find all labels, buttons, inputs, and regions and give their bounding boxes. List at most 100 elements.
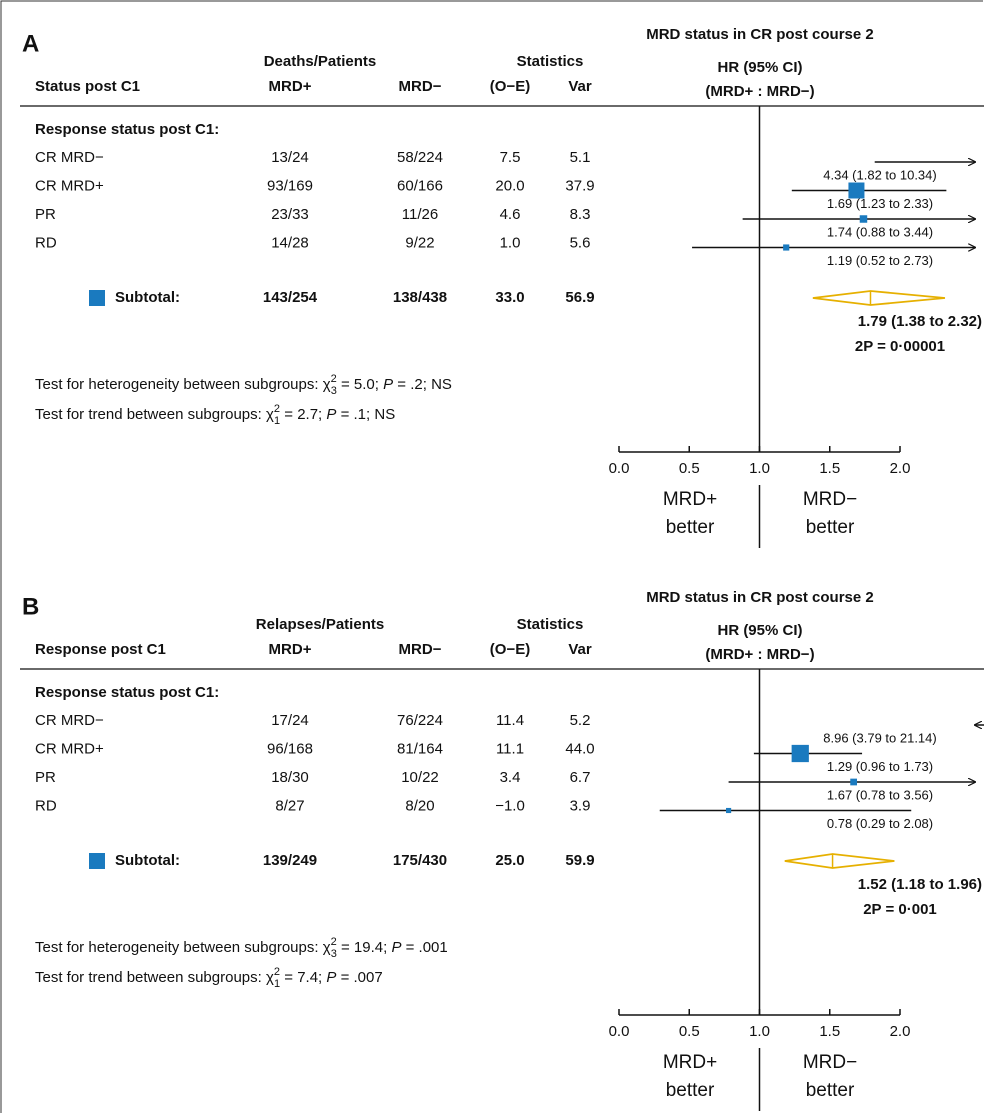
- group-header: Relapses/Patients: [256, 616, 384, 633]
- cell: 1.0: [500, 234, 521, 251]
- cell: 3.9: [570, 797, 591, 814]
- hr-label: 1.19 (0.52 to 2.73): [827, 253, 933, 268]
- cell: 96/168: [267, 740, 313, 757]
- column-header: Var: [568, 78, 592, 95]
- hr-label: 0.78 (0.29 to 2.08): [827, 816, 933, 831]
- favor-left: MRD+: [663, 1052, 717, 1073]
- cell: 6.7: [570, 769, 591, 786]
- cell: 11.4: [496, 712, 524, 729]
- row-label: CR MRD−: [35, 149, 104, 166]
- column-header: Response post C1: [35, 641, 166, 658]
- panel-letter: A: [22, 30, 39, 57]
- cell: 93/169: [267, 177, 313, 194]
- panel-title: MRD status in CR post course 2: [646, 26, 874, 43]
- favor-left: better: [666, 1080, 715, 1101]
- hr-header: HR (95% CI): [717, 622, 802, 639]
- test-part: χ: [266, 406, 274, 423]
- cell: 17/24: [271, 712, 309, 729]
- test-part: = 19.4;: [337, 939, 392, 956]
- cell: 8/20: [405, 797, 434, 814]
- column-header: Status post C1: [35, 78, 140, 95]
- hr-label: 1.69 (1.23 to 2.33): [827, 196, 933, 211]
- test-part: Test for heterogeneity between subgroups…: [35, 939, 323, 956]
- hr-square: [791, 744, 809, 763]
- test-part: 3: [331, 385, 337, 397]
- panel-letter: B: [22, 593, 39, 620]
- test-line: Test for heterogeneity between subgroups…: [35, 373, 452, 397]
- cell: 56.9: [565, 289, 594, 306]
- test-part: 3: [331, 948, 337, 960]
- cell: 20.0: [495, 177, 524, 194]
- hr-square: [850, 778, 857, 786]
- hr-label: 1.29 (0.96 to 1.73): [827, 759, 933, 774]
- test-part: = .2; NS: [393, 376, 452, 393]
- cell: 138/438: [393, 289, 447, 306]
- test-line: Test for trend between subgroups: χ2 1 = …: [35, 966, 383, 990]
- test-part: P: [326, 969, 336, 986]
- cell: 175/430: [393, 852, 447, 869]
- hr-label: 1.74 (0.88 to 3.44): [827, 224, 933, 239]
- row-label: CR MRD−: [35, 712, 104, 729]
- cell: 5.1: [570, 149, 591, 166]
- test-part: = .001: [401, 939, 447, 956]
- row-label: PR: [35, 206, 56, 223]
- panel: B MRD status in CR post course 2 Relapses/…: [20, 589, 984, 1111]
- test-part: P: [391, 939, 401, 956]
- section-label: Response status post C1:: [35, 121, 219, 138]
- test-part: 1: [274, 978, 280, 990]
- test-part: 2: [331, 373, 337, 385]
- x-tick-label: 1.0: [749, 1023, 770, 1040]
- hr-square: [859, 215, 868, 223]
- cell: 11.1: [496, 740, 524, 757]
- subtotal-p-label: 2P = 0·00001: [855, 338, 945, 355]
- test-part: P: [326, 406, 336, 423]
- test-part: 2: [274, 966, 280, 978]
- column-header: Var: [568, 641, 592, 658]
- favor-right: MRD−: [803, 489, 857, 510]
- hr-label: 1.67 (0.78 to 3.56): [827, 787, 933, 802]
- hr-square: [726, 807, 732, 814]
- x-tick-label: 2.0: [890, 460, 911, 477]
- cell: 13/24: [271, 149, 309, 166]
- favor-left: MRD+: [663, 489, 717, 510]
- row-label: Subtotal:: [115, 852, 180, 869]
- cell: 58/224: [397, 149, 443, 166]
- x-tick-label: 0.0: [609, 1023, 630, 1040]
- cell: 143/254: [263, 289, 318, 306]
- cell: 14/28: [271, 234, 309, 251]
- test-line: Test for trend between subgroups: χ2 1 = …: [35, 403, 395, 427]
- favor-right: better: [806, 1080, 855, 1101]
- row-label: RD: [35, 234, 57, 251]
- panel-title: MRD status in CR post course 2: [646, 589, 874, 606]
- test-part: χ: [266, 969, 274, 986]
- x-tick-label: 1.0: [749, 460, 770, 477]
- test-part: χ: [323, 939, 331, 956]
- row-label: CR MRD+: [35, 740, 104, 757]
- cell: 10/22: [401, 769, 439, 786]
- legend-square: [89, 290, 105, 306]
- subtotal-hr-label: 1.52 (1.18 to 1.96): [858, 876, 982, 893]
- legend-square: [89, 853, 105, 869]
- cell: 11/26: [402, 206, 438, 223]
- favor-left: better: [666, 517, 715, 538]
- cell: 59.9: [565, 852, 594, 869]
- cell: 5.2: [570, 712, 591, 729]
- column-header: (O−E): [490, 641, 530, 658]
- column-header: MRD−: [399, 641, 442, 658]
- cell: 23/33: [271, 206, 309, 223]
- column-header: MRD−: [399, 78, 442, 95]
- x-tick-label: 2.0: [890, 1023, 911, 1040]
- stats-header: Statistics: [517, 53, 584, 70]
- hr-square: [783, 244, 790, 251]
- subtotal-hr-label: 1.79 (1.38 to 2.32): [858, 313, 982, 330]
- test-part: = 7.4;: [280, 969, 326, 986]
- test-part: = 2.7;: [280, 406, 326, 423]
- test-part: = .007: [336, 969, 382, 986]
- test-part: 2: [331, 936, 337, 948]
- test-part: χ: [323, 376, 331, 393]
- hr-square: [848, 182, 865, 199]
- row-label: PR: [35, 769, 56, 786]
- section-label: Response status post C1:: [35, 684, 219, 701]
